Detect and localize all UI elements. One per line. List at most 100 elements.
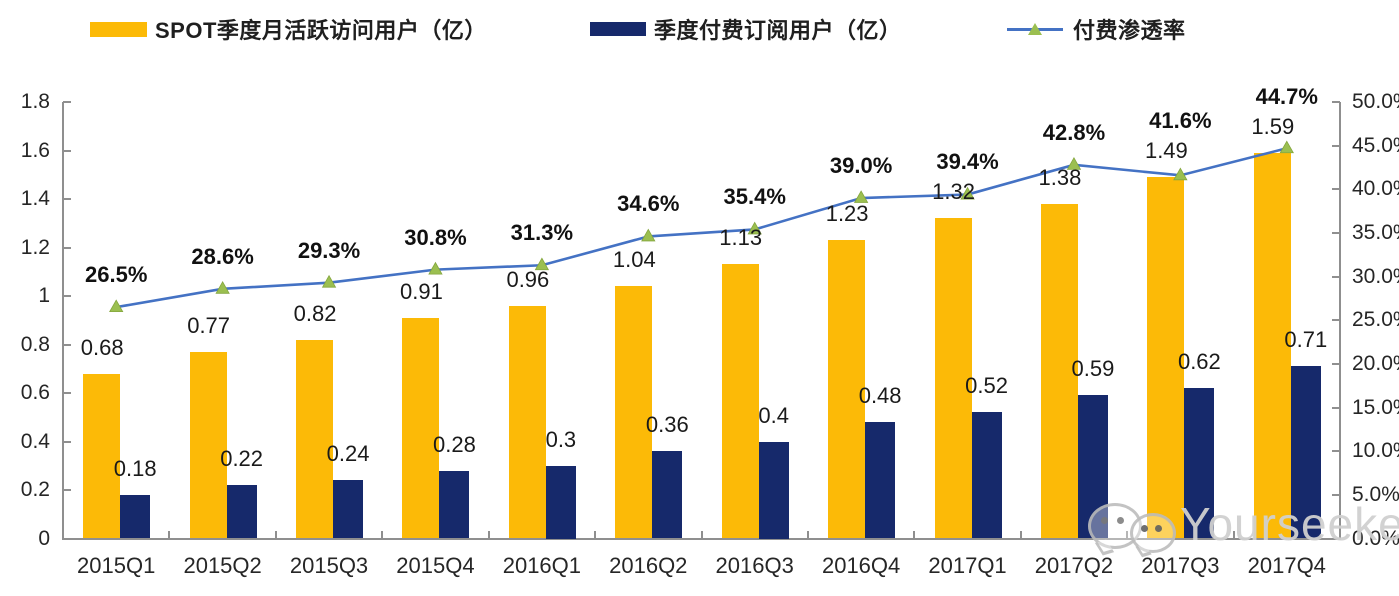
x-axis-tick — [594, 530, 597, 539]
subscriber-value-label: 0.48 — [858, 383, 902, 409]
legend-item-penetration: 付费渗透率 — [1007, 14, 1186, 44]
subscriber-bar — [439, 470, 470, 539]
subscriber-bar — [1290, 366, 1321, 539]
mau-value-label: 0.77 — [187, 312, 231, 338]
right-axis-tick — [1332, 450, 1340, 453]
mau-value-label: 0.82 — [293, 300, 337, 326]
subscriber-value-label: 0.28 — [433, 431, 476, 457]
watermark-text: Yourseeker — [1180, 498, 1399, 550]
left-axis-tick-label: 0.8 — [20, 332, 50, 356]
mau-value-label: 1.49 — [1144, 138, 1188, 164]
left-axis-tick — [63, 295, 71, 297]
legend-item-mau: SPOT季度月活跃访问用户（亿） — [90, 14, 487, 44]
mau-bar — [189, 351, 227, 539]
subscriber-value-label: 0.71 — [1284, 327, 1328, 353]
right-axis-tick — [1332, 537, 1340, 540]
x-axis-tick — [913, 530, 916, 539]
left-axis-tick — [63, 246, 71, 249]
legend-label-mau: SPOT季度月活跃访问用户（亿） — [155, 18, 487, 43]
legend-label-penetration: 付费渗透率 — [1073, 18, 1186, 43]
penetration-value-label: 41.6% — [1149, 108, 1212, 134]
subscriber-value-label: 0.24 — [326, 441, 370, 467]
right-axis-tick-label: 25.0% — [1352, 308, 1399, 332]
x-axis-category-label: 2017Q3 — [1141, 553, 1220, 578]
legend-label-subscribers: 季度付费订阅用户（亿） — [654, 18, 902, 43]
penetration-value-label: 39.4% — [936, 149, 999, 175]
subscriber-bar — [120, 494, 151, 539]
left-axis-tick-label: 0 — [38, 526, 50, 550]
left-axis-tick-label: 0.6 — [20, 381, 50, 404]
penetration-value-label: 44.7% — [1255, 83, 1318, 109]
x-axis-tick — [1232, 530, 1235, 539]
subscriber-bar — [226, 485, 257, 539]
right-axis-tick-label: 0.0% — [1352, 526, 1399, 550]
mau-bar — [83, 373, 121, 539]
right-axis-tick — [1332, 275, 1340, 278]
penetration-value-label: 39.0% — [829, 153, 893, 179]
right-axis-tick — [1332, 493, 1340, 496]
subscriber-value-label: 0.18 — [113, 455, 157, 481]
left-axis-line — [62, 102, 64, 539]
mau-bar — [508, 305, 546, 539]
subscriber-value-label: 0.59 — [1071, 356, 1115, 382]
left-axis-tick-label: 0.2 — [20, 478, 50, 501]
right-axis-tick-label: 15.0% — [1352, 395, 1399, 419]
x-axis-category-label: 2017Q4 — [1247, 553, 1326, 578]
mau-value-label: 1.13 — [719, 225, 763, 251]
right-axis-tick-label: 40.0% — [1352, 177, 1399, 201]
x-axis-tick — [62, 530, 64, 539]
x-axis-tick — [381, 530, 384, 539]
mau-value-label: 0.91 — [400, 278, 443, 304]
subscriber-bar — [971, 412, 1002, 539]
subscriber-bar — [758, 441, 789, 539]
right-axis-tick-label: 5.0% — [1352, 482, 1399, 506]
left-axis-tick — [63, 198, 71, 200]
mau-value-label: 1.38 — [1038, 164, 1082, 190]
penetration-marker-icon — [428, 261, 443, 275]
right-axis-tick — [1332, 144, 1340, 147]
penetration-marker-icon — [109, 299, 124, 313]
penetration-value-label: 35.4% — [723, 184, 786, 210]
penetration-value-label: 30.8% — [404, 224, 467, 250]
subscriber-value-label: 0.62 — [1177, 349, 1221, 375]
x-axis-category-label: 2016Q2 — [609, 553, 688, 578]
left-axis-tick — [63, 101, 71, 103]
mau-bar-swatch-icon — [90, 21, 147, 37]
right-axis-tick-label: 10.0% — [1352, 439, 1399, 463]
penetration-marker-icon — [321, 274, 337, 288]
penetration-line-marker-icon — [1007, 22, 1063, 37]
mau-value-label: 1.23 — [825, 201, 869, 227]
left-axis-tick — [63, 489, 71, 491]
mau-bar — [615, 286, 653, 539]
subscriber-value-label: 0.22 — [220, 446, 264, 472]
x-axis-category-label: 2017Q2 — [1034, 553, 1114, 578]
x-axis-tick — [1019, 530, 1022, 539]
x-axis-category-label: 2015Q4 — [396, 553, 475, 578]
legend-item-subscribers: 季度付费订阅用户（亿） — [590, 14, 902, 44]
right-axis-tick-label: 50.0% — [1352, 90, 1399, 113]
x-axis-tick — [168, 530, 171, 539]
penetration-value-label: 28.6% — [191, 243, 254, 269]
mau-bar — [402, 317, 440, 539]
x-axis-category-label: 2015Q1 — [77, 553, 156, 578]
right-axis-tick — [1332, 319, 1340, 322]
mau-value-label: 1.04 — [612, 247, 656, 273]
subscriber-bar-swatch-icon — [590, 22, 646, 36]
penetration-value-label: 42.8% — [1042, 119, 1106, 145]
subscriber-bar — [652, 451, 683, 539]
penetration-marker-icon — [215, 281, 230, 294]
right-axis-tick — [1332, 101, 1340, 103]
right-axis-tick-label: 20.0% — [1352, 351, 1399, 375]
penetration-value-label: 31.3% — [510, 220, 574, 246]
right-axis-tick — [1332, 188, 1340, 191]
left-axis-tick-label: 1.2 — [20, 235, 50, 259]
subscriber-bar — [545, 465, 576, 539]
left-axis-tick — [63, 392, 71, 394]
subscriber-value-label: 0.4 — [758, 402, 789, 428]
watermark: Yourseeker — [1086, 493, 1399, 558]
x-axis-tick — [487, 530, 490, 539]
x-axis-category-label: 2016Q3 — [715, 553, 794, 578]
penetration-value-label: 34.6% — [617, 191, 680, 217]
subscriber-bar — [333, 480, 364, 539]
